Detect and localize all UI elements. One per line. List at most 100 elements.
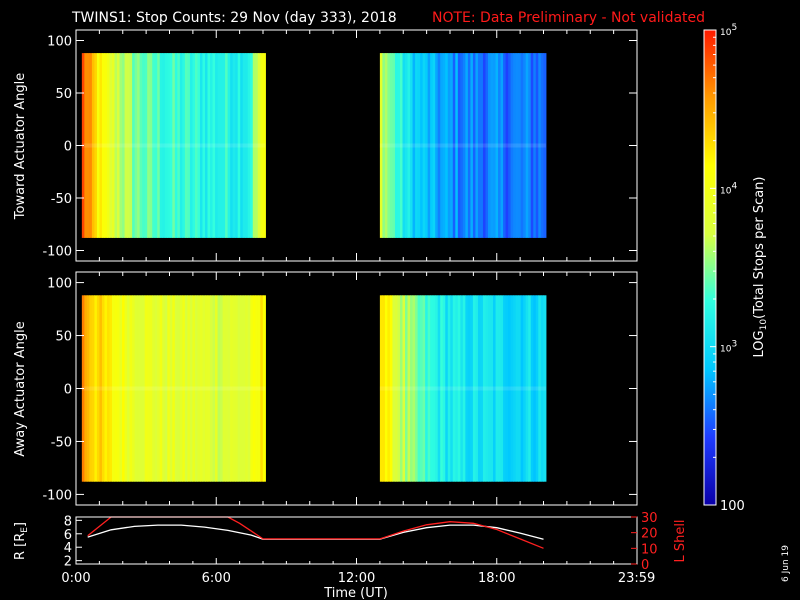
heatmap-column	[533, 295, 537, 482]
y-tick-label: 50	[55, 87, 72, 102]
heatmap-column	[447, 53, 451, 238]
heatmap-column	[122, 53, 126, 238]
heatmap-column	[498, 53, 502, 238]
heatmap-column	[462, 53, 466, 238]
toward-panel: 100 50 0 -50 -100 Toward Actuator Angle	[13, 29, 638, 262]
heatmap-column	[149, 295, 153, 482]
heatmap-column	[194, 295, 199, 482]
heatmap-column	[488, 53, 492, 238]
heatmap-column	[122, 295, 126, 482]
heatmap-column	[179, 295, 183, 482]
heatmap-column	[407, 53, 411, 238]
heatmap-column	[505, 295, 509, 482]
heatmap-column	[89, 53, 93, 238]
y-tick-label: 100	[47, 277, 72, 292]
heatmap-column	[387, 53, 391, 238]
heatmap-column	[245, 295, 249, 482]
heatmap-column	[417, 295, 421, 482]
heatmap-column	[112, 53, 116, 238]
heatmap-column	[172, 295, 176, 482]
heatmap-column	[109, 53, 113, 238]
heatmap-column	[482, 295, 487, 482]
heatmap-column	[384, 53, 389, 238]
heatmap-column	[482, 53, 487, 238]
heatmap-column	[210, 295, 214, 482]
heatmap-column	[415, 295, 419, 482]
y-tick-label: -100	[42, 245, 72, 260]
heatmap-column	[157, 295, 161, 482]
heatmap-column	[252, 295, 256, 482]
heatmap-column	[99, 295, 103, 482]
away-heatmap	[81, 295, 547, 482]
heatmap-column	[472, 53, 477, 238]
heatmap-column	[137, 295, 141, 482]
x-tick-label: 12:00	[338, 571, 375, 586]
heatmap-column	[425, 53, 429, 238]
heatmap-column	[101, 295, 106, 482]
heatmap-column	[455, 53, 459, 238]
heatmap-column	[460, 295, 464, 482]
heatmap-column	[232, 295, 236, 482]
heatmap-column	[194, 53, 199, 238]
heatmap-column	[199, 53, 204, 238]
heatmap-column	[167, 53, 171, 238]
heatmap-column	[217, 53, 221, 238]
heatmap-column	[485, 53, 489, 238]
heatmap-column	[447, 295, 451, 482]
heatmap-column	[475, 295, 479, 482]
heatmap-column	[525, 53, 529, 238]
heatmap-column	[405, 295, 409, 482]
heatmap-column	[149, 53, 153, 238]
heatmap-column	[533, 53, 537, 238]
heatmap-column	[169, 53, 173, 238]
heatmap-column	[119, 53, 123, 238]
heatmap-column	[199, 295, 204, 482]
colorbar: 105 104 103 100 LOG10(Total Stops per Scan)	[703, 23, 769, 514]
heatmap-column	[399, 53, 404, 238]
away-y-ticks: 100 50 0 -50 -100	[42, 277, 637, 503]
heatmap-column	[528, 53, 532, 238]
heatmap-column	[212, 295, 216, 482]
heatmap-column	[488, 295, 492, 482]
heatmap-column	[425, 295, 429, 482]
heatmap-column	[379, 295, 383, 482]
heatmap-column	[440, 53, 444, 238]
toward-x-ticks	[75, 30, 638, 261]
lshell-series-line	[87, 516, 544, 549]
heatmap-column	[225, 53, 229, 238]
heatmap-column	[225, 295, 229, 482]
heatmap-column	[467, 295, 471, 482]
orbit-panel-frame	[75, 516, 638, 565]
heatmap-column	[215, 295, 219, 482]
heatmap-column	[382, 53, 386, 238]
heatmap-column	[187, 53, 191, 238]
heatmap-column	[450, 53, 454, 238]
heatmap-column	[493, 53, 497, 238]
heatmap-column	[257, 295, 261, 482]
orbit-x-ticks: 0:00 6:00 12:00 18:00 23:59	[61, 558, 655, 586]
heatmap-column	[189, 295, 194, 482]
heatmap-column	[142, 295, 146, 482]
heatmap-column	[422, 53, 426, 238]
away-y-label: Away Actuator Angle	[13, 321, 28, 456]
heatmap-column	[134, 53, 138, 238]
heatmap-column	[445, 53, 449, 238]
heatmap-column	[387, 295, 391, 482]
heatmap-column	[508, 53, 512, 238]
heatmap-column	[470, 295, 474, 482]
heatmap-column	[250, 53, 254, 238]
heatmap-column	[465, 53, 469, 238]
heatmap-column	[106, 53, 111, 238]
heatmap-column	[220, 295, 224, 482]
toward-y-label: Toward Actuator Angle	[13, 73, 28, 220]
x-tick-label: 0:00	[61, 571, 90, 586]
heatmap-column	[410, 295, 414, 482]
toward-y-ticks: 100 50 0 -50 -100	[42, 35, 637, 260]
x-tick-label: 6:00	[202, 571, 231, 586]
heatmap-column	[117, 53, 121, 238]
heatmap-column	[142, 53, 146, 238]
heatmap-column	[430, 295, 434, 482]
heatmap-column	[528, 295, 532, 482]
orbit-left-label: R [RE]	[13, 522, 30, 560]
